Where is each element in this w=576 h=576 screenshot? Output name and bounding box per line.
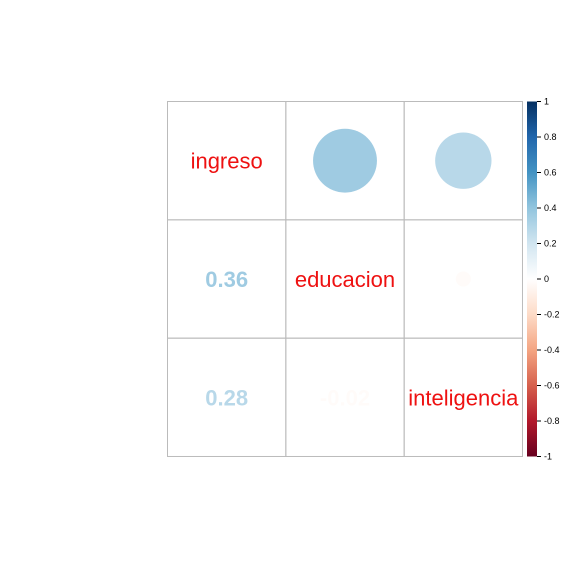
corr-circle-ingreso-educacion [313, 128, 377, 193]
corr-value-inteligencia-educacion: -0.02 [320, 385, 370, 410]
colorbar-tick-label: 0.4 [544, 203, 557, 213]
color-legend: 1 0.8 0.6 0.4 0.2 0 -0.2 -0.4 -0.6 -0.8 -1 [527, 97, 560, 462]
variable-label-educacion: educacion [295, 267, 395, 292]
variable-label-inteligencia: inteligencia [408, 385, 519, 410]
colorbar-tick-label: -0.2 [544, 310, 560, 320]
colorbar-tick-label: 0 [544, 274, 549, 284]
colorbar-tick-label: 1 [544, 97, 549, 107]
colorbar-tick-label: -1 [544, 452, 552, 462]
colorbar-tick-label: -0.6 [544, 381, 560, 391]
matrix-cell-inteligencia-inteligencia [403, 337, 523, 457]
matrix-marks: ingreso 0.36 educacion 0.28 -0.02 inteligenci… [191, 128, 519, 410]
colorbar-tick-label: 0.2 [544, 239, 557, 249]
colorbar-tick-label: 0.8 [544, 132, 557, 142]
matrix-cells [167, 101, 523, 457]
corr-circle-ingreso-inteligencia [435, 132, 492, 189]
colorbar-tick-label: -0.4 [544, 345, 560, 355]
corr-value-inteligencia-ingreso: 0.28 [205, 385, 248, 410]
variable-label-ingreso: ingreso [191, 149, 263, 174]
corr-circle-educacion-inteligencia [455, 271, 471, 287]
colorbar-tick-label: 0.6 [544, 168, 557, 178]
colorbar-tick-label: -0.8 [544, 416, 560, 426]
corr-value-educacion-ingreso: 0.36 [205, 267, 248, 292]
colorbar-gradient [527, 101, 537, 457]
